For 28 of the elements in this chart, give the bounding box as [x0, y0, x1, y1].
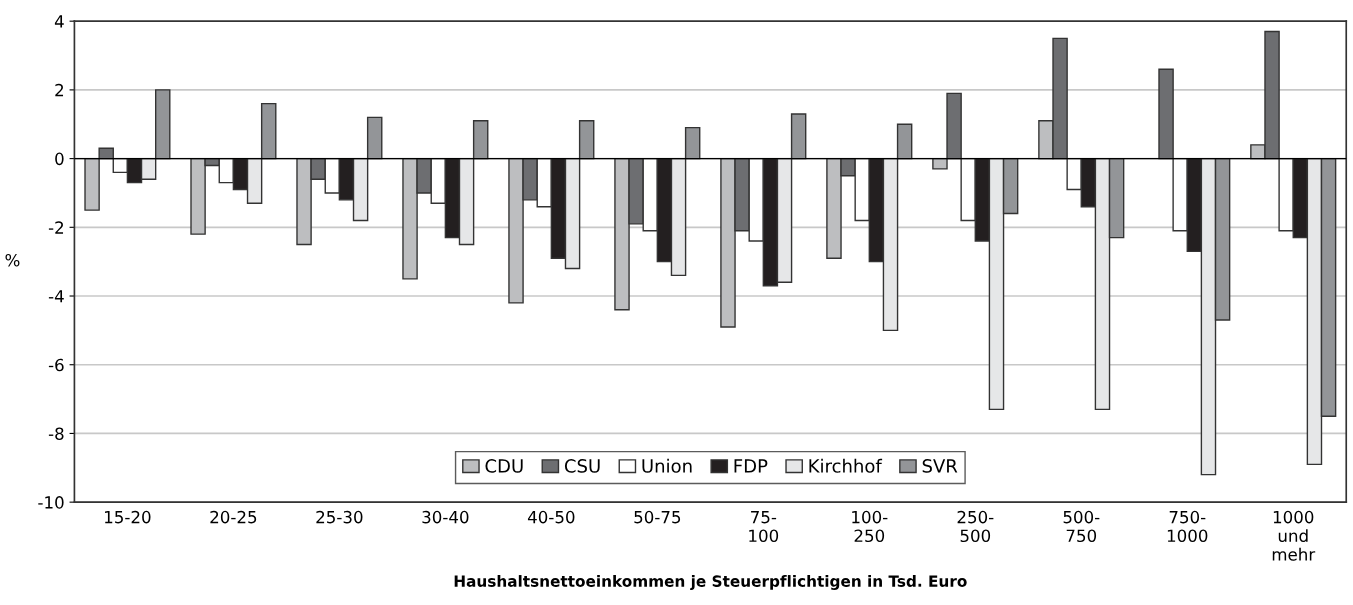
y-tick-label: -4: [48, 290, 64, 303]
legend-label: Union: [642, 458, 692, 473]
x-tick-label: 15-20: [105, 510, 151, 524]
y-tick-label: 2: [55, 83, 64, 97]
x-tick-label: 20-25: [210, 510, 257, 524]
x-tick-label: 750- 1000: [1167, 510, 1208, 543]
x-tick-label: 1000 und mehr: [1272, 510, 1316, 561]
legend-label: Kirchhof: [809, 458, 883, 473]
y-tick-label: 0: [55, 152, 64, 166]
y-tick-label: -10: [38, 496, 64, 509]
legend-label: FDP: [734, 459, 768, 473]
x-tick-label: 250- 500: [957, 510, 994, 543]
x-tick-label: 500- 750: [1063, 510, 1100, 543]
y-tick-label: -2: [48, 221, 64, 234]
y-tick-label: 4: [54, 15, 64, 28]
x-axis-title: Haushaltsnettoeinkommen je Steuerpflichtigen in Tsd. Euro: [454, 575, 967, 590]
y-axis-title: %: [5, 253, 20, 267]
x-tick-label: 40-50: [527, 510, 575, 524]
x-tick-label: 75- 100: [749, 511, 779, 543]
x-tick-label: 25-30: [316, 510, 363, 524]
legend-label: CDU: [485, 459, 523, 473]
y-tick-label: -6: [48, 358, 64, 372]
x-tick-label: 30-40: [422, 510, 469, 524]
legend-label: SVR: [922, 459, 958, 473]
x-tick-label: 50-75: [634, 510, 681, 524]
x-tick-label: 100- 250: [852, 510, 888, 543]
legend-label: CSU: [564, 459, 600, 473]
y-tick-label: -8: [48, 427, 64, 441]
